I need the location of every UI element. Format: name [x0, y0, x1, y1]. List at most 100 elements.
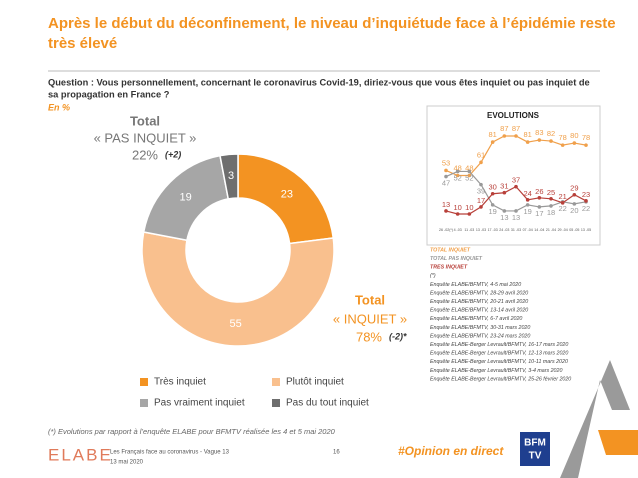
source: Enquête ELABE/BFMTV, 13-14 avril 2020	[430, 308, 528, 314]
point-label: 19	[523, 207, 531, 216]
x-tick-label: 26 -02(*)	[439, 228, 453, 232]
total-change: (+2)	[165, 149, 181, 159]
x-tick-label: 17 -03	[488, 228, 498, 232]
point-label: 20	[570, 206, 578, 215]
point	[479, 160, 483, 165]
point	[549, 139, 553, 143]
point-label: 31	[500, 182, 508, 191]
point-label: 82	[547, 129, 555, 138]
point-label: 52	[453, 173, 461, 182]
footer-date: 13 mai 2020	[110, 460, 144, 466]
point-label: 53	[442, 158, 450, 167]
legend-label: Pas vraiment inquiet	[154, 398, 245, 409]
source: Enquête ELABE/BFMTV, 30-31 mars 2020	[430, 325, 530, 331]
point-label: 39	[477, 187, 485, 196]
total-label: Total	[130, 113, 160, 128]
x-tick-label: 13 -05	[581, 228, 591, 232]
point	[572, 202, 577, 206]
legend-swatch	[272, 378, 280, 386]
point-label: 52	[465, 173, 473, 182]
slice-label: 3	[228, 170, 234, 182]
point	[467, 212, 472, 216]
legend-swatch	[140, 399, 148, 407]
point-label: 10	[465, 203, 473, 212]
point	[514, 134, 518, 138]
point-label: 23	[582, 190, 590, 199]
point	[502, 209, 507, 213]
point-label: 25	[547, 188, 555, 197]
x-tick-label: 07 -04	[523, 228, 533, 232]
point	[525, 198, 530, 202]
legend-label: TOTAL PAS INQUIET	[430, 256, 483, 262]
point	[455, 169, 460, 174]
point-label: 21	[558, 192, 566, 201]
source: Enquête ELABE/BFMTV, 4-5 mai 2020	[430, 282, 521, 288]
point	[444, 168, 448, 173]
point-label: 80	[570, 131, 578, 140]
source: Enquête ELABE-Berger Levrault/BFMTV, 16-…	[430, 342, 568, 348]
point	[537, 195, 542, 200]
partner-logo	[520, 432, 550, 466]
legend-swatch	[140, 378, 148, 386]
point-label: 26	[535, 187, 543, 196]
point	[467, 169, 472, 174]
legend-label: Pas du tout inquiet	[286, 398, 369, 409]
point	[455, 173, 460, 178]
decoration	[560, 360, 630, 478]
point-label: 13	[512, 213, 520, 222]
point	[549, 197, 553, 201]
point-label: 61	[477, 150, 485, 159]
point	[514, 184, 518, 189]
point	[560, 201, 565, 205]
point-label: 24	[523, 189, 531, 198]
question: sa propagation en France ?	[48, 89, 170, 99]
logo: ELABE	[48, 445, 113, 464]
source: (*)	[430, 273, 436, 279]
x-tick-label: 05 -05	[569, 228, 579, 232]
point-label: 81	[488, 130, 496, 139]
source: Enquête ELABE/BFMTV, 6-7 avril 2020	[430, 316, 522, 322]
source: Enquête ELABE/BFMTV, 23-24 mars 2020	[430, 333, 530, 339]
source: Enquête ELABE/BFMTV, 28-29 avril 2020	[430, 290, 528, 296]
point-label: 78	[582, 133, 590, 142]
point	[549, 204, 553, 208]
question: Question : Vous personnellement, concern…	[48, 77, 590, 87]
point	[584, 143, 588, 147]
point	[502, 134, 507, 138]
point-label: 19	[488, 207, 496, 216]
total-change: (-2)*	[389, 331, 407, 341]
x-tick-label: 14 -04	[534, 228, 544, 232]
point	[584, 199, 588, 203]
point	[490, 203, 495, 207]
point-label: 48	[453, 163, 461, 172]
legend-label: TOTAL INQUIET	[430, 247, 471, 253]
point	[525, 140, 530, 144]
point-label: 13	[500, 213, 508, 222]
legend-swatch	[272, 399, 280, 407]
x-tick-label: 31 -03	[511, 228, 521, 232]
x-tick-label: 13 -03	[476, 228, 486, 232]
point	[537, 205, 542, 209]
point-label: 22	[558, 204, 566, 213]
decoration	[598, 430, 638, 455]
title: Après le début du déconfinement, le nive…	[48, 15, 616, 32]
donut-slice	[141, 231, 335, 347]
hashtag: #Opinion en direct	[398, 444, 504, 458]
point-label: 10	[453, 203, 461, 212]
source: Enquête ELABE/BFMTV, 20-21 avril 2020	[430, 299, 528, 305]
x-tick-label: 4 -03	[454, 228, 462, 232]
page-number: 16	[333, 450, 340, 456]
point	[537, 138, 542, 142]
point	[479, 182, 483, 187]
point-label: 30	[488, 183, 496, 192]
point-label: 22	[582, 204, 590, 213]
donut-slice	[219, 153, 239, 200]
point	[444, 174, 448, 179]
source: Enquête ELABE-Berger Levrault/BFMTV, 12-…	[430, 351, 568, 357]
point-label: 78	[558, 133, 566, 142]
point-label: 17	[535, 209, 543, 218]
point-label: 87	[512, 124, 520, 133]
point	[514, 209, 518, 213]
total-pct: 22%	[132, 147, 158, 162]
